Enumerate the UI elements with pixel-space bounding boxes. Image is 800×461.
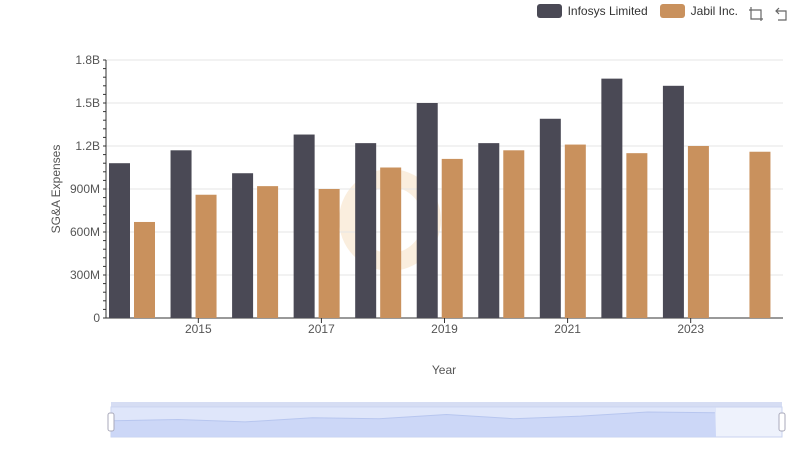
slider-handle-left[interactable] — [107, 412, 115, 432]
legend: Infosys Limited Jabil Inc. — [536, 4, 738, 18]
legend-label-infosys: Infosys Limited — [567, 4, 648, 18]
bar-infosys-2018 — [355, 143, 377, 318]
restore-zoom-icon[interactable] — [748, 6, 764, 22]
bar-jabil-2016 — [257, 186, 279, 318]
bar-infosys-2023 — [662, 85, 684, 318]
y-tick-label: 1.8B — [75, 53, 100, 67]
legend-item-jabil[interactable]: Jabil Inc. — [659, 4, 738, 18]
bar-jabil-2019 — [441, 158, 463, 318]
x-tick-label: 2015 — [185, 322, 212, 336]
bar-infosys-2015 — [170, 150, 192, 318]
bar-infosys-2020 — [478, 143, 500, 318]
legend-swatch-infosys — [536, 4, 562, 18]
bar-infosys-2021 — [539, 118, 561, 319]
y-tick-label: 1.2B — [75, 139, 100, 153]
reset-icon[interactable] — [774, 6, 790, 22]
bar-jabil-2023 — [687, 146, 709, 318]
bar-jabil-2014 — [134, 221, 155, 318]
x-tick-label: 2023 — [677, 322, 704, 336]
y-axis-title: SG&A Expenses — [49, 145, 63, 234]
y-tick-label: 900M — [70, 182, 100, 196]
bar-infosys-2016 — [232, 173, 254, 318]
bar-infosys-2022 — [601, 78, 623, 318]
bar-infosys-2017 — [293, 134, 315, 318]
bar-jabil-2018 — [380, 167, 402, 318]
bar-jabil-2022 — [626, 153, 648, 318]
legend-item-infosys[interactable]: Infosys Limited — [536, 4, 648, 18]
y-tick-label: 1.5B — [75, 96, 100, 110]
bar-infosys-2014 — [109, 163, 130, 318]
slider-top-bar — [111, 402, 782, 407]
bar-infosys-2019 — [416, 103, 438, 318]
slider-handle-right[interactable] — [778, 412, 786, 432]
bar-jabil-2015 — [195, 194, 217, 318]
x-tick-label: 2019 — [431, 322, 458, 336]
legend-label-jabil: Jabil Inc. — [690, 4, 738, 18]
slider-selection — [111, 407, 716, 437]
x-tick-label: 2021 — [554, 322, 581, 336]
legend-swatch-jabil — [659, 4, 685, 18]
bar-jabil-2017 — [318, 189, 340, 318]
bar-jabil-2024 — [749, 151, 771, 318]
x-axis-title: Year — [432, 363, 456, 377]
x-tick-label: 2017 — [308, 322, 335, 336]
bar-jabil-2021 — [564, 144, 586, 318]
y-tick-label: 0 — [93, 311, 100, 325]
y-tick-label: 300M — [70, 268, 100, 282]
y-tick-label: 600M — [70, 225, 100, 239]
bar-jabil-2020 — [503, 150, 525, 318]
